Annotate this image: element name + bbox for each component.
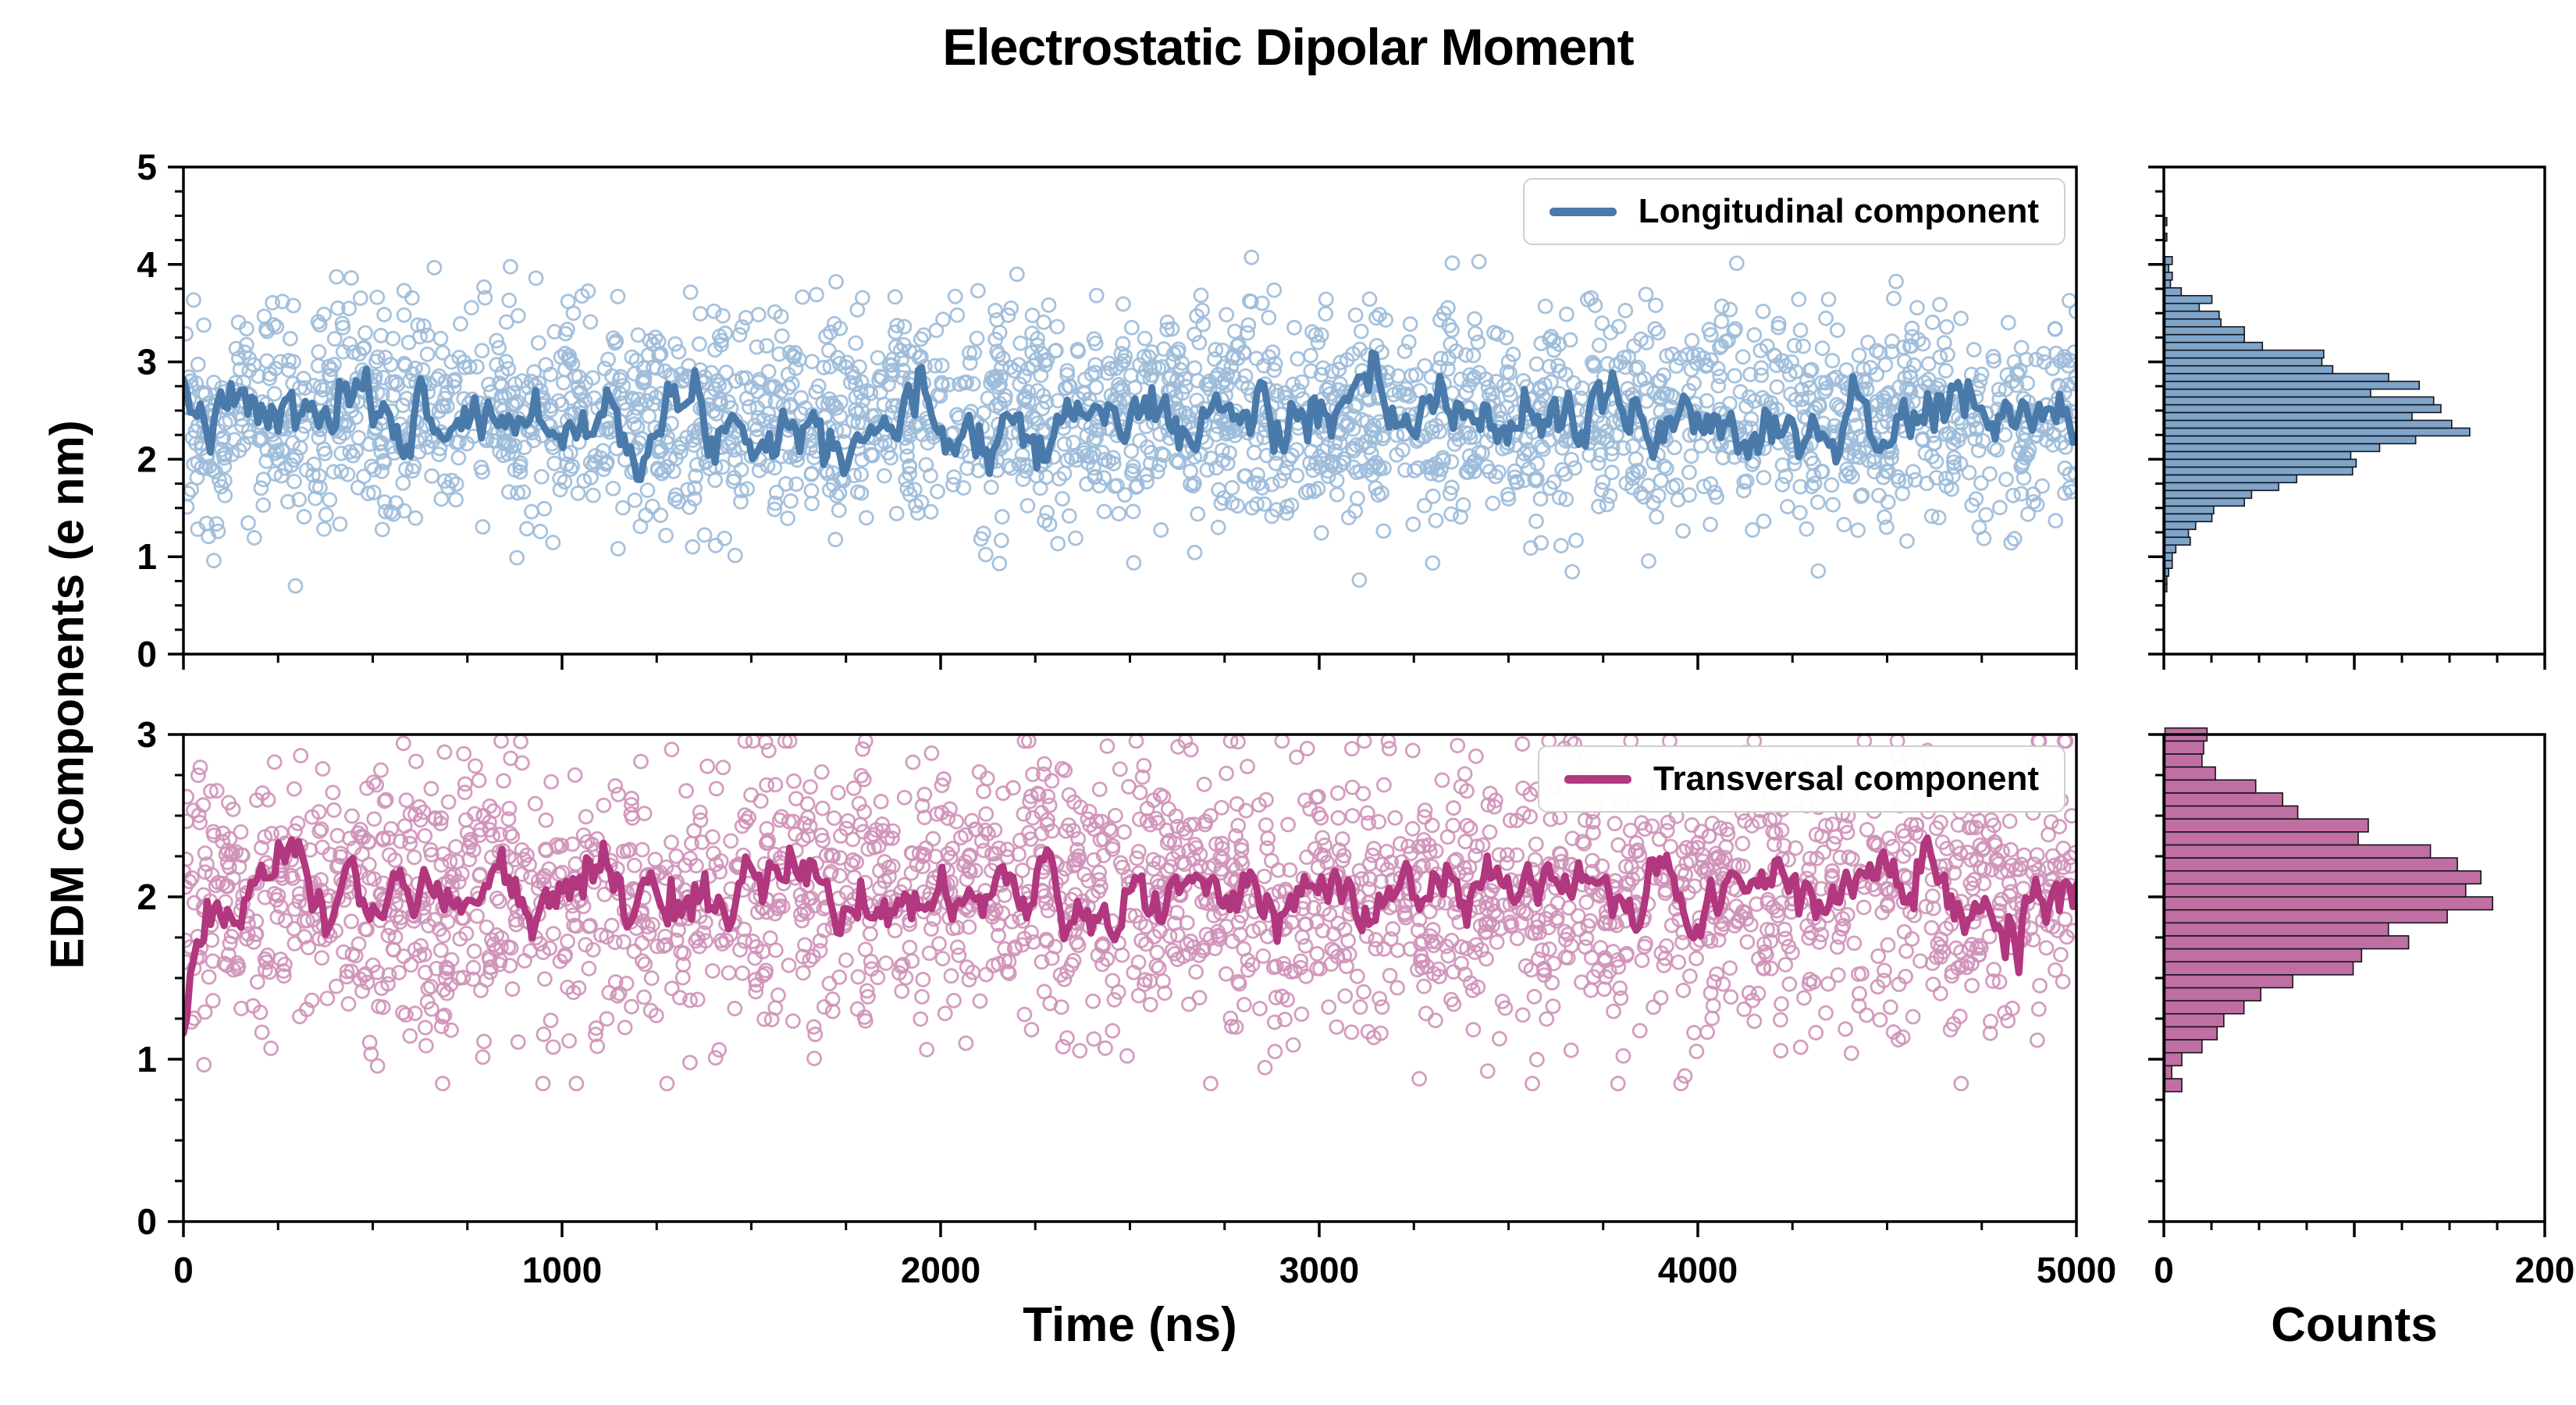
x-tick-label: 1000 — [522, 1250, 602, 1290]
y-tick-label: 1 — [137, 536, 157, 577]
plot-area — [183, 212, 2076, 594]
legend-label-longitudinal: Longitudinal component — [1638, 192, 2039, 230]
x-tick-label: 0 — [173, 1250, 194, 1290]
y-tick-label: 1 — [137, 1039, 157, 1080]
y-tick-label: 3 — [137, 714, 157, 755]
y-tick-label: 0 — [137, 1201, 157, 1242]
longitudinal-panel: 0 1 2 3 4 5 — [137, 147, 2078, 674]
y-tick-label: 0 — [137, 634, 157, 674]
transversal-panel: 0 1 2 3 0 1000 2000 3000 4000 5000 — [137, 714, 2116, 1290]
y-tick-label: 2 — [137, 877, 157, 917]
transversal-histogram: 0 200 — [2148, 727, 2574, 1290]
counts-axis-label: Counts — [2271, 1298, 2438, 1352]
x-tick-label: 5000 — [2037, 1250, 2116, 1290]
y-tick-label: 4 — [137, 244, 157, 285]
y-tick-label: 5 — [137, 147, 157, 187]
x-tick-label: 3000 — [1279, 1250, 1359, 1290]
longitudinal-histogram — [2148, 165, 2546, 670]
y-tick-label: 2 — [137, 439, 157, 479]
chart-title: Electrostatic Dipolar Moment — [942, 18, 1634, 76]
y-tick-label: 3 — [137, 342, 157, 382]
x-tick-label: 4000 — [1658, 1250, 1738, 1290]
y-axis-label: EDM components (e nm) — [41, 420, 94, 969]
mean-line — [183, 349, 2076, 484]
x-tick-label: 0 — [2154, 1250, 2174, 1290]
legend-label-transversal: Transversal component — [1653, 759, 2039, 798]
legend-line-swatch-transversal — [1564, 774, 1632, 784]
legend-longitudinal: Longitudinal component — [1522, 178, 2065, 245]
x-axis-label: Time (ns) — [1023, 1298, 1237, 1352]
mean-line — [183, 834, 2076, 1037]
legend-transversal: Transversal component — [1538, 745, 2065, 813]
x-tick-label: 2000 — [901, 1250, 980, 1290]
x-tick-label: 200 — [2515, 1250, 2575, 1290]
legend-line-swatch-longitudinal — [1549, 207, 1617, 216]
histogram-bars — [2164, 727, 2493, 1093]
